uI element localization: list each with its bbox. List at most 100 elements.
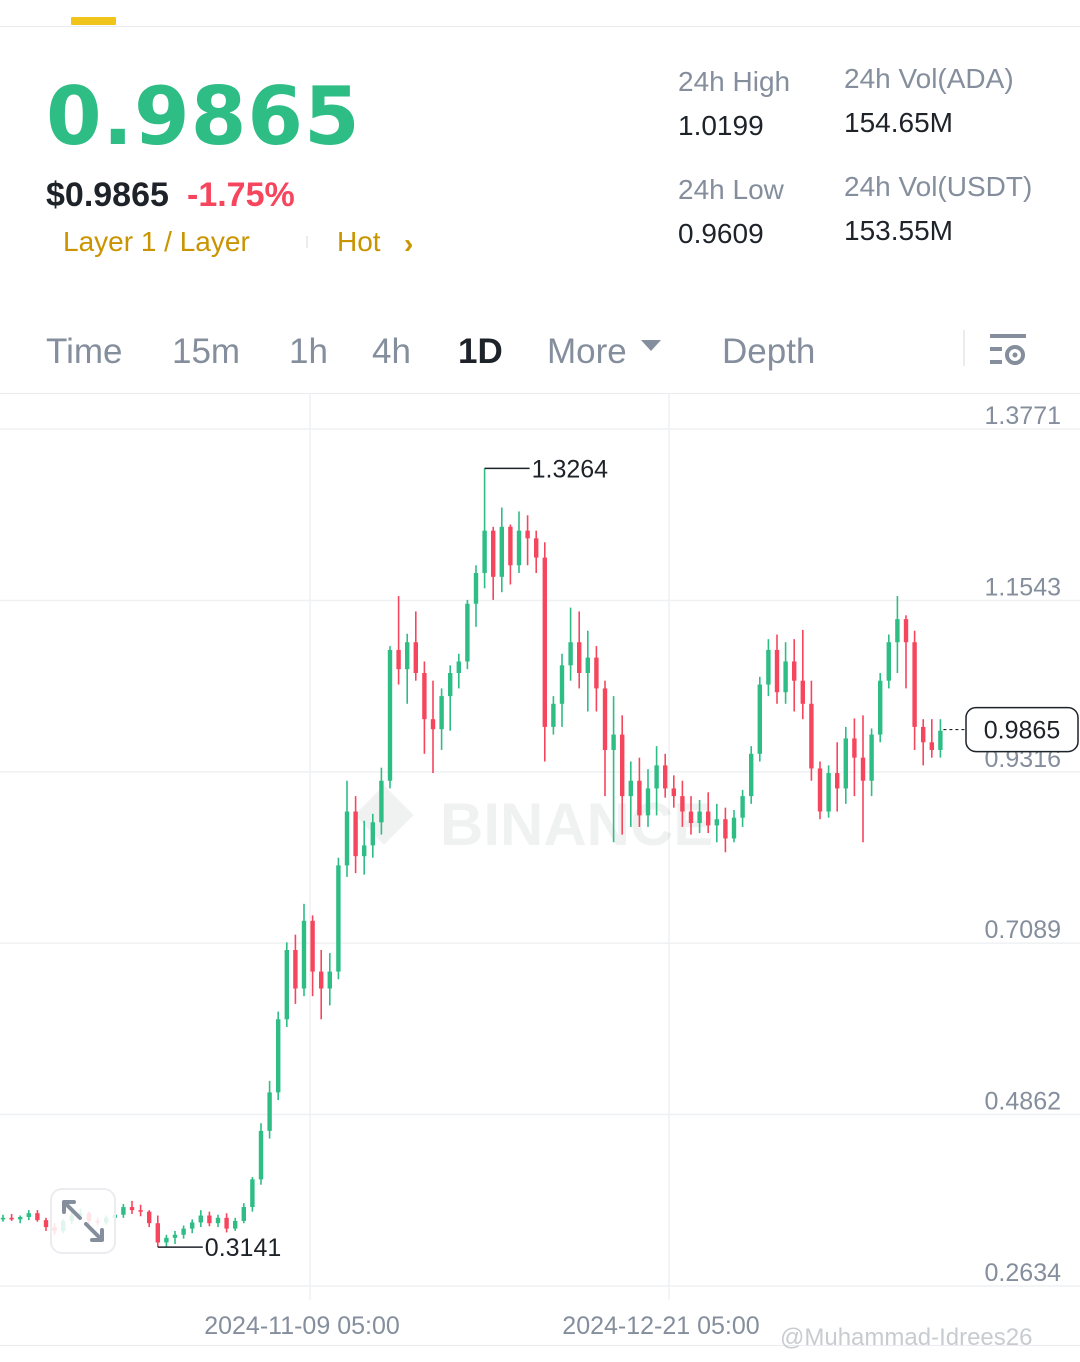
candle xyxy=(757,684,762,754)
binance-watermark: BINANCE xyxy=(354,785,713,858)
chevron-right-icon[interactable]: › xyxy=(404,228,414,259)
candle xyxy=(18,1217,23,1220)
stat-low-value: 0.9609 xyxy=(678,218,764,249)
tag-separator xyxy=(306,236,308,248)
candle xyxy=(568,642,573,666)
candle xyxy=(809,703,814,769)
candle xyxy=(585,657,590,674)
candle xyxy=(482,530,487,573)
y-tick-label: 0.2634 xyxy=(985,1259,1062,1287)
candle xyxy=(912,642,917,727)
expand-button[interactable] xyxy=(50,1188,116,1254)
tab-15m[interactable]: 15m xyxy=(172,332,241,371)
candle xyxy=(164,1237,169,1243)
candle xyxy=(654,765,659,789)
candlestick-chart[interactable]: BINANCE1.32640.31411.37711.15430.93160.7… xyxy=(0,394,1080,1346)
y-tick-label: 1.1543 xyxy=(985,573,1061,601)
caret-down-icon[interactable] xyxy=(641,340,661,351)
candle xyxy=(0,1217,6,1220)
candle xyxy=(293,950,298,989)
candle xyxy=(706,811,711,826)
candle xyxy=(138,1210,143,1212)
candle xyxy=(465,603,470,662)
candle xyxy=(817,768,823,812)
tab-1d[interactable]: 1D xyxy=(458,332,503,371)
candle xyxy=(43,1220,49,1228)
candle xyxy=(9,1217,14,1220)
max-price-label: 1.3264 xyxy=(532,455,609,483)
candle xyxy=(207,1215,212,1224)
candle xyxy=(198,1215,203,1223)
candle xyxy=(129,1207,135,1211)
candle xyxy=(456,661,461,674)
x-tick-label: 2024-11-09 05:00 xyxy=(204,1312,400,1340)
candle xyxy=(766,649,771,685)
candle xyxy=(422,673,427,720)
y-tick-label: 1.3771 xyxy=(985,402,1061,430)
tab-1h[interactable]: 1h xyxy=(289,332,328,371)
candle xyxy=(577,642,582,674)
candle xyxy=(903,619,909,643)
category-tag[interactable]: Layer 1 / Layer xyxy=(63,226,250,257)
candle xyxy=(448,673,453,697)
candle xyxy=(387,649,393,781)
tab-more[interactable]: More xyxy=(547,332,627,371)
tab-4h[interactable]: 4h xyxy=(372,332,411,371)
tab-indicator xyxy=(71,17,116,25)
candle xyxy=(147,1211,152,1224)
candle xyxy=(370,822,375,846)
user-watermark: @Muhammad-Idrees26 xyxy=(780,1324,1033,1351)
hot-tag[interactable]: Hot xyxy=(337,226,381,257)
candle xyxy=(413,642,418,674)
candle xyxy=(26,1213,31,1218)
candle xyxy=(534,538,539,558)
candle xyxy=(327,971,332,989)
candle xyxy=(172,1234,178,1238)
candle xyxy=(241,1207,246,1221)
tab-time[interactable]: Time xyxy=(46,332,123,371)
candle xyxy=(224,1217,229,1229)
candle xyxy=(473,572,479,604)
candle xyxy=(826,773,831,812)
candle xyxy=(276,1019,281,1093)
stat-high-value: 1.0199 xyxy=(678,110,764,141)
candle xyxy=(284,950,289,1020)
candle xyxy=(559,665,565,704)
stat-vol-base-value: 154.65M xyxy=(844,107,953,138)
candle xyxy=(525,530,530,539)
candle xyxy=(921,726,926,743)
candle xyxy=(792,661,797,681)
candle xyxy=(267,1092,272,1131)
candle xyxy=(301,920,307,989)
candle xyxy=(774,649,780,693)
candle xyxy=(869,734,874,781)
tab-depth[interactable]: Depth xyxy=(722,332,816,371)
candle xyxy=(852,738,857,758)
candle xyxy=(353,811,358,857)
candle xyxy=(783,661,788,693)
candle xyxy=(628,780,633,797)
candle xyxy=(749,753,754,797)
stat-high-label: 24h High xyxy=(678,66,791,97)
interval-tabs: Time 15m 1h 4h 1D More Depth xyxy=(0,320,1080,392)
candle xyxy=(594,657,599,689)
candle xyxy=(663,765,668,789)
candle xyxy=(645,788,651,816)
candle xyxy=(439,696,444,730)
candle xyxy=(190,1222,195,1229)
candle xyxy=(886,642,891,681)
candle xyxy=(430,719,436,730)
candle xyxy=(35,1213,40,1221)
candle xyxy=(697,811,702,824)
candle xyxy=(396,649,401,670)
x-tick-label: 2024-12-21 05:00 xyxy=(562,1312,759,1340)
candle xyxy=(835,773,840,789)
chart-bottom-divider xyxy=(0,1345,1080,1346)
candle xyxy=(895,619,900,643)
stat-low-label: 24h Low xyxy=(678,174,784,205)
candle xyxy=(310,920,315,972)
min-price-label: 0.3141 xyxy=(205,1234,281,1262)
candle xyxy=(258,1130,264,1180)
candle xyxy=(843,738,848,789)
chart-settings-icon[interactable] xyxy=(988,330,1028,368)
